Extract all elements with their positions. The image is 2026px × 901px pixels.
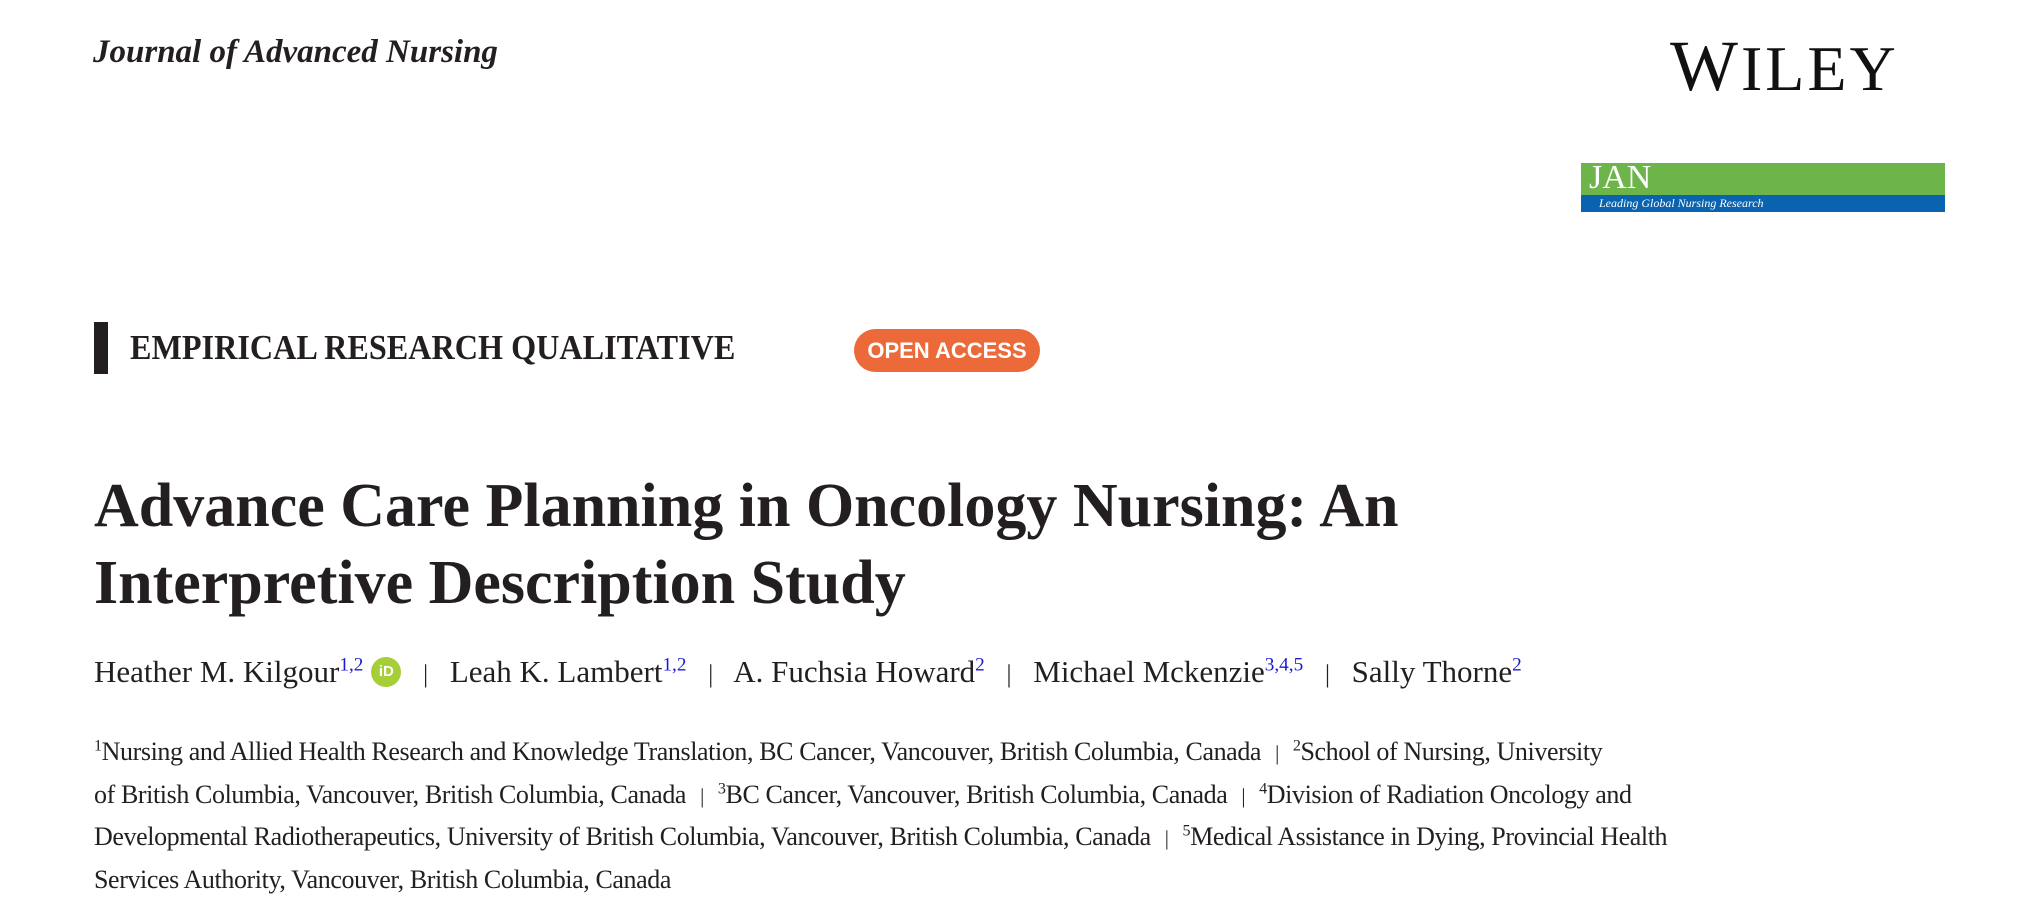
orcid-icon[interactable]: iD — [371, 657, 402, 687]
author-separator: | — [708, 661, 714, 688]
affiliation-text: BC Cancer, Vancouver, British Columbia, … — [725, 779, 1228, 809]
author-affiliation-ref[interactable]: 2 — [975, 654, 985, 676]
open-access-badge: OPEN ACCESS — [854, 329, 1040, 372]
affiliations: 1Nursing and Allied Health Research and … — [94, 732, 1954, 900]
author-link[interactable]: Leah K. Lambert — [449, 654, 663, 689]
affiliation-text: Services Authority, Vancouver, British C… — [94, 864, 672, 894]
affiliation-number: 4 — [1259, 779, 1267, 797]
author-affiliation-ref[interactable]: 1,2 — [339, 654, 364, 676]
affiliation-line: of British Columbia, Vancouver, British … — [94, 775, 1954, 818]
author-separator: | — [1006, 661, 1012, 688]
affiliation-line: Developmental Radiotherapeutics, Univers… — [94, 817, 1954, 860]
jan-logo-text: JAN — [1589, 159, 1652, 196]
section-label: EMPIRICAL RESEARCH QUALITATIVE — [130, 328, 736, 367]
author-affiliation-ref[interactable]: 3,4,5 — [1264, 654, 1304, 676]
affiliation-text: Medical Assistance in Dying, Provincial … — [1190, 822, 1668, 851]
jan-logo-tagline: Leading Global Nursing Research — [1599, 196, 1764, 210]
affiliation-text: School of Nursing, University — [1300, 737, 1603, 766]
journal-title[interactable]: Journal of Advanced Nursing — [93, 34, 498, 70]
affiliation-number: 3 — [717, 779, 726, 797]
author-link[interactable]: A. Fuchsia Howard — [733, 654, 976, 689]
affiliation-line: Services Authority, Vancouver, British C… — [94, 860, 1954, 901]
author-affiliation-ref[interactable]: 2 — [1512, 654, 1522, 676]
author-link[interactable]: Sally Thorne — [1351, 654, 1513, 689]
wiley-logo[interactable]: WILEY — [1670, 26, 1899, 106]
affiliation-text: Developmental Radiotherapeutics, Univers… — [94, 822, 1151, 851]
affiliation-line: 1Nursing and Allied Health Research and … — [94, 732, 1954, 775]
affiliation-text: Nursing and Allied Health Research and K… — [101, 737, 1262, 766]
author-link[interactable]: Heather M. Kilgour — [94, 654, 340, 689]
article-title-line-2: Interpretive Description Study — [94, 549, 906, 617]
affiliation-separator: | — [1275, 742, 1279, 765]
affiliation-number: 1 — [94, 737, 102, 755]
affiliation-separator: | — [700, 784, 704, 808]
article-title: Advance Care Planning in Oncology Nursin… — [94, 468, 1794, 622]
author-link[interactable]: Michael Mckenzie — [1033, 654, 1265, 689]
affiliation-separator: | — [1164, 827, 1169, 850]
author-separator: | — [423, 661, 429, 688]
section-marker-bar — [94, 322, 108, 374]
jan-logo-green-band — [1581, 163, 1945, 195]
affiliation-text: of British Columbia, Vancouver, British … — [94, 779, 687, 809]
article-title-line-1: Advance Care Planning in Oncology Nursin… — [94, 472, 1399, 540]
jan-logo: JAN Leading Global Nursing Research — [1581, 159, 1945, 212]
author-list: Heather M. Kilgour1,2 iD | Leah K. Lamber… — [94, 650, 1522, 697]
affiliation-separator: | — [1241, 784, 1246, 808]
affiliation-text: Division of Radiation Oncology and — [1266, 779, 1632, 809]
affiliation-number: 2 — [1292, 737, 1301, 755]
jan-logo-blue-band — [1581, 195, 1945, 212]
author-separator: | — [1324, 661, 1330, 688]
author-affiliation-ref[interactable]: 1,2 — [662, 654, 687, 676]
affiliation-number: 5 — [1182, 822, 1191, 840]
